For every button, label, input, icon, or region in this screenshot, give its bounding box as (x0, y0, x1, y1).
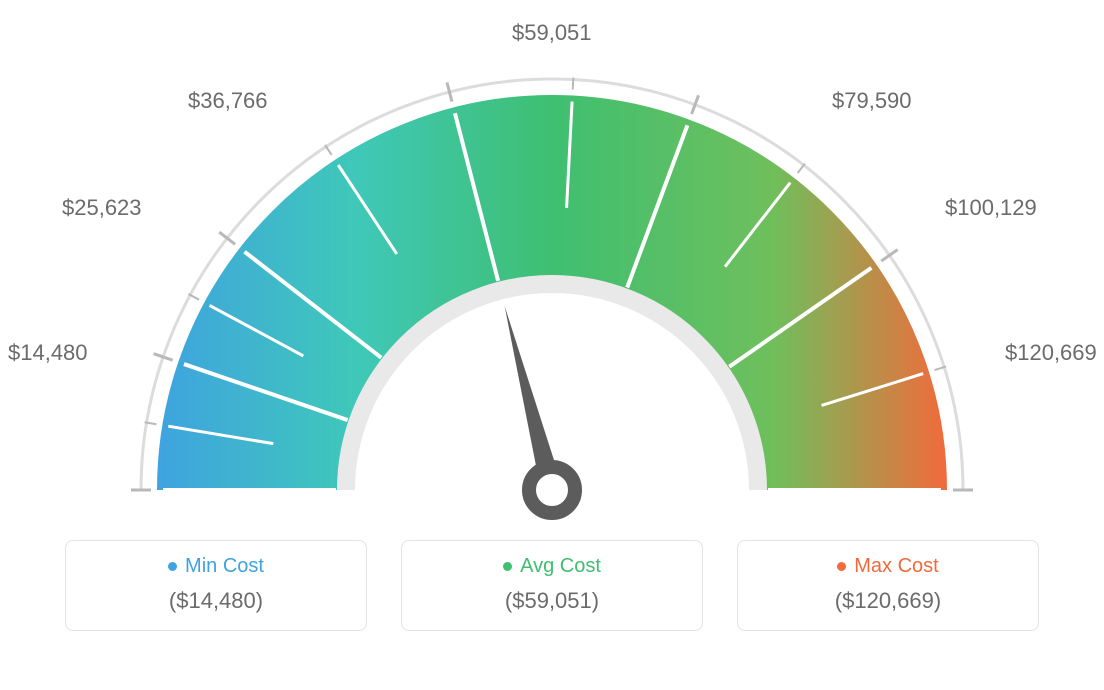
gauge-tick-label: $14,480 (8, 340, 88, 366)
legend-dot-avg (503, 562, 512, 571)
legend-dot-max (837, 562, 846, 571)
legend-value-avg: ($59,051) (402, 588, 702, 614)
legend-max: Max Cost ($120,669) (737, 540, 1039, 631)
legend-min: Min Cost ($14,480) (65, 540, 367, 631)
gauge-tick-label: $100,129 (945, 195, 1037, 221)
legend-row: Min Cost ($14,480) Avg Cost ($59,051) Ma… (0, 540, 1104, 631)
gauge-tick-label: $36,766 (188, 88, 268, 114)
legend-title-avg: Avg Cost (520, 555, 601, 578)
legend-avg: Avg Cost ($59,051) (401, 540, 703, 631)
gauge-tick-label: $79,590 (832, 88, 912, 114)
legend-title-min: Min Cost (185, 555, 264, 578)
legend-value-min: ($14,480) (66, 588, 366, 614)
gauge-svg (0, 0, 1104, 530)
cost-gauge: $14,480 $25,623 $36,766 $59,051 $79,590 $100,… (0, 0, 1104, 530)
gauge-tick-label: $25,623 (62, 195, 142, 221)
gauge-tick-label: $59,051 (512, 20, 592, 46)
gauge-tick-label: $120,669 (1005, 340, 1097, 366)
legend-title-max: Max Cost (854, 555, 938, 578)
legend-dot-min (168, 562, 177, 571)
legend-value-max: ($120,669) (738, 588, 1038, 614)
